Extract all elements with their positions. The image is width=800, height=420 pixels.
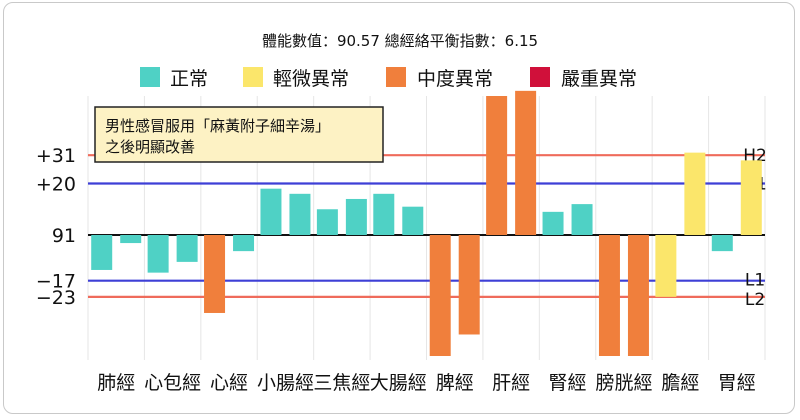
bar <box>233 235 255 252</box>
annotation-background <box>94 106 384 163</box>
x-category-label: 腎經 <box>549 372 587 394</box>
y-tick-label: −23 <box>36 287 76 309</box>
legend-item-severe: 嚴重異常 <box>530 67 637 90</box>
legend: 正常 輕微異常 中度異常 嚴重異常 <box>140 67 637 90</box>
x-category-label: 膀胱經 <box>595 372 652 394</box>
legend-swatch-normal <box>140 67 160 87</box>
bar <box>515 90 537 235</box>
legend-label-normal: 正常 <box>170 68 208 90</box>
bar <box>204 235 226 313</box>
x-category-label: 心包經 <box>144 372 201 394</box>
bar <box>684 152 706 235</box>
reference-line-label: L1 <box>745 271 765 291</box>
x-category-labels: 肺經 心包經 心經 小腸經 三焦經 大腸經 脾經 肝經 腎經 膀胱經 膽經 胃經 <box>97 372 756 394</box>
y-tick-label: +20 <box>36 174 76 196</box>
bar <box>711 235 733 252</box>
bar <box>655 235 677 297</box>
y-tick-label: 91 <box>52 225 76 247</box>
x-category-label: 大腸經 <box>370 372 427 394</box>
x-category-label: 胃經 <box>718 372 756 394</box>
x-category-label: 肝經 <box>492 372 530 394</box>
annotation-box: 男性感冒服用「麻黃附子細辛湯」 之後明顯改善 <box>94 106 384 163</box>
annotation-line-1: 男性感冒服用「麻黃附子細辛湯」 <box>105 117 330 135</box>
chart-frame <box>3 2 795 414</box>
legend-label-severe: 嚴重異常 <box>561 68 637 90</box>
bar <box>627 235 649 356</box>
bar <box>316 209 338 235</box>
x-category-label: 膽經 <box>661 372 699 394</box>
bar <box>542 211 564 235</box>
bar <box>740 160 762 235</box>
bar <box>147 235 169 273</box>
bar <box>429 235 451 356</box>
legend-swatch-mild <box>243 67 263 87</box>
legend-item-mild: 輕微異常 <box>243 67 349 90</box>
bar <box>120 235 142 244</box>
y-tick-label: −17 <box>36 271 76 293</box>
x-category-label: 三焦經 <box>313 372 370 394</box>
x-category-label: 心經 <box>210 372 248 394</box>
annotation-line-2: 之後明顯改善 <box>105 138 195 156</box>
bar <box>345 198 367 235</box>
bar <box>176 235 198 262</box>
bar <box>91 235 113 270</box>
bar <box>486 96 508 235</box>
chart-title: 體能數值：90.57 總經絡平衡指數：6.15 <box>262 32 538 50</box>
legend-item-moderate: 中度異常 <box>386 67 493 90</box>
y-tick-labels: +31 +20 91 −17−23 <box>36 145 76 309</box>
bar <box>289 193 311 235</box>
y-tick-label: +31 <box>36 145 76 167</box>
bar <box>373 193 395 235</box>
legend-label-moderate: 中度異常 <box>417 68 493 90</box>
legend-item-normal: 正常 <box>140 67 208 90</box>
reference-line-label: L2 <box>745 290 765 310</box>
x-category-label: 肺經 <box>97 372 135 394</box>
bars <box>91 90 762 356</box>
legend-swatch-severe <box>530 67 550 87</box>
bar <box>458 235 480 335</box>
bar <box>598 235 620 356</box>
legend-swatch-moderate <box>386 67 406 87</box>
x-category-label: 脾經 <box>436 372 474 394</box>
bar <box>260 188 282 235</box>
bar <box>571 204 593 235</box>
legend-label-mild: 輕微異常 <box>273 68 349 90</box>
x-category-label: 小腸經 <box>257 372 314 394</box>
bar <box>402 206 424 235</box>
